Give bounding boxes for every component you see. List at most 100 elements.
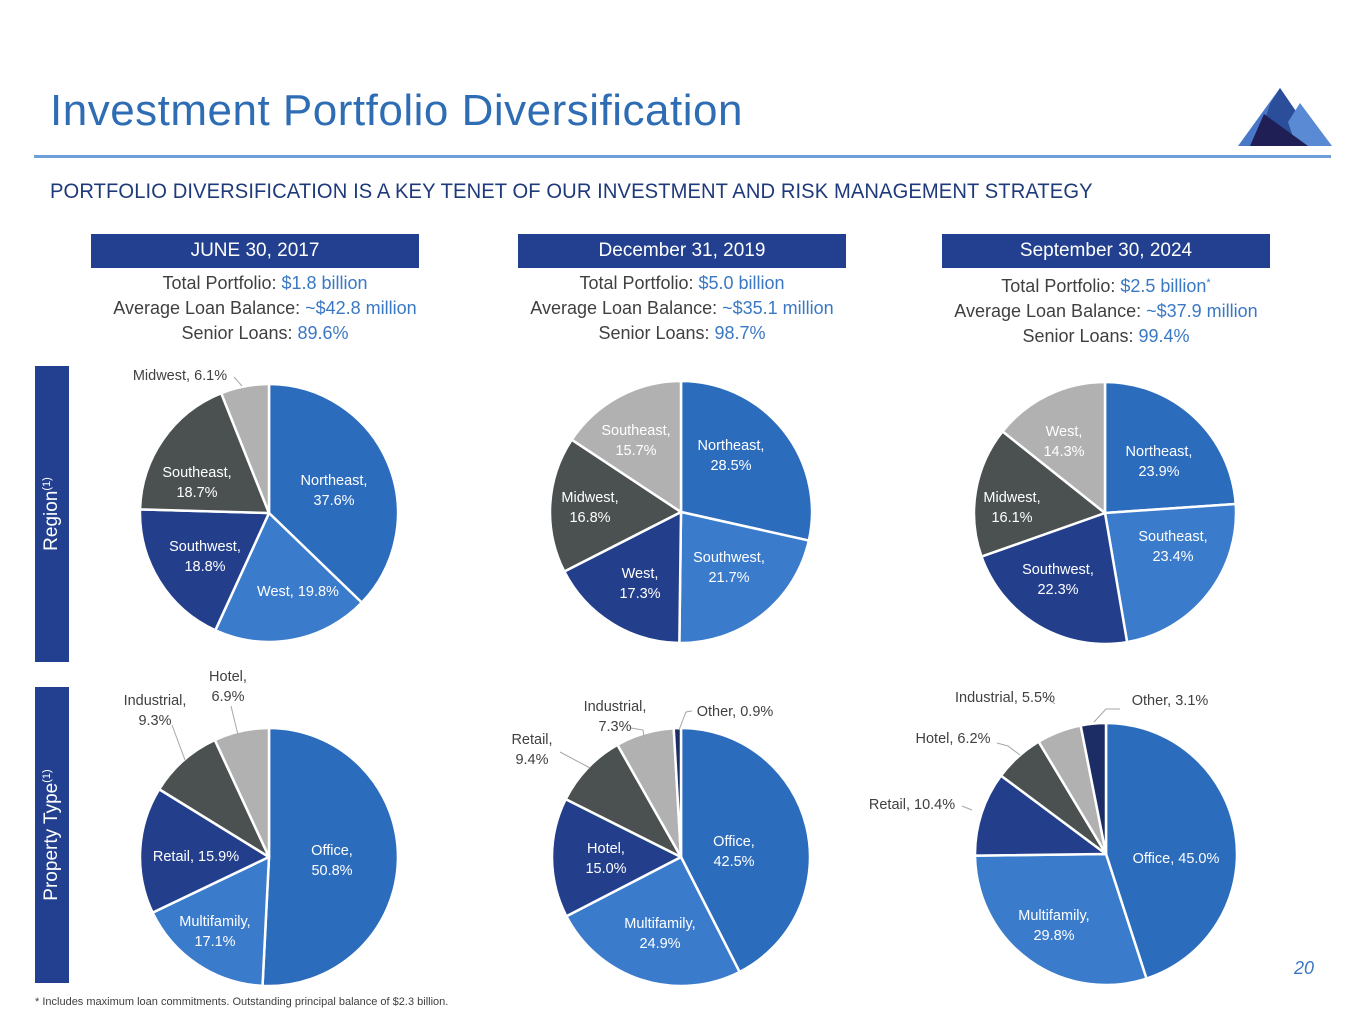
- pie-slice-northeast: [1103, 380, 1237, 515]
- slice-label-office: Office, 50.8%: [311, 843, 353, 879]
- leader-line-industrial: [630, 727, 645, 738]
- slice-label-office: Office, 42.5%: [713, 834, 755, 870]
- pie-slice-office: [1104, 721, 1239, 980]
- slice-label-southeast: Southeast, 23.4%: [1138, 529, 1207, 565]
- slide-title: Investment Portfolio Diversification: [50, 86, 743, 135]
- total-portfolio-value: $2.5 billion: [1120, 276, 1207, 296]
- slice-label-other: Other, 3.1%: [1132, 693, 1209, 709]
- total-portfolio-line: Total Portfolio: $2.5 billion*: [896, 271, 1316, 299]
- slice-label-northeast: Northeast, 28.5%: [698, 438, 765, 474]
- total-portfolio-line: Total Portfolio: $1.8 billion: [55, 271, 475, 296]
- slice-label-other: Other, 0.9%: [697, 704, 774, 720]
- leader-line-other: [678, 710, 693, 731]
- avg-loan-label: Average Loan Balance:: [954, 301, 1147, 321]
- total-portfolio-label: Total Portfolio:: [579, 273, 699, 293]
- slice-label-southeast: Southeast, 15.7%: [601, 423, 670, 459]
- slice-label-west: West, 14.3%: [1043, 424, 1084, 460]
- slide-subtitle: PORTFOLIO DIVERSIFICATION IS A KEY TENET…: [50, 180, 1093, 203]
- slice-label-west: West, 19.8%: [257, 584, 339, 600]
- pie-slice-west: [1001, 380, 1107, 515]
- column-header-2019: December 31, 2019: [518, 234, 846, 268]
- footnote-marker: *: [1206, 277, 1211, 289]
- avg-loan-line: Average Loan Balance: ~$42.8 million: [55, 296, 475, 321]
- senior-loans-value: 89.6%: [297, 323, 349, 343]
- total-portfolio-label: Total Portfolio:: [1001, 276, 1121, 296]
- pie-slice-midwest: [972, 430, 1107, 558]
- senior-loans-label: Senior Loans:: [598, 323, 715, 343]
- pie-slice-west: [563, 510, 683, 645]
- avg-loan-value: ~$42.8 million: [305, 298, 417, 318]
- total-portfolio-label: Total Portfolio:: [162, 273, 282, 293]
- portfolio-stats-2017: Total Portfolio: $1.8 billion Average Lo…: [55, 271, 475, 346]
- slice-label-multifamily: Multifamily, 24.9%: [624, 916, 695, 952]
- pie-slice-southwest: [678, 510, 811, 645]
- slice-label-southwest: Southwest, 22.3%: [1022, 562, 1094, 598]
- slice-label-southeast: Southeast, 18.7%: [162, 465, 231, 501]
- slice-label-northeast: Northeast, 37.6%: [301, 473, 368, 509]
- slice-label-midwest: Midwest, 16.1%: [983, 490, 1040, 526]
- pie-chart-3: Northeast, 23.9% Southeast, 23.4% Southwest,…: [972, 380, 1238, 646]
- avg-loan-label: Average Loan Balance:: [113, 298, 306, 318]
- slice-label-retail: Retail, 10.4%: [869, 797, 955, 813]
- pie-slice-retail: [564, 743, 683, 859]
- pie-chart-2: Northeast, 28.5% Southwest, 21.7% West, 17.3%…: [548, 379, 814, 645]
- avg-loan-line: Average Loan Balance: ~$37.9 million: [896, 299, 1316, 324]
- slice-label-midwest: Midwest, 6.1%: [133, 368, 227, 384]
- leader-line-retail: [961, 805, 973, 811]
- pie-slice-southwest: [138, 508, 271, 632]
- slice-label-southwest: Southwest, 21.7%: [693, 550, 765, 586]
- pie-slice-northeast: [679, 379, 814, 542]
- leader-line-other: [1093, 708, 1120, 723]
- pie-slice-southeast: [138, 391, 271, 515]
- senior-loans-label: Senior Loans:: [1022, 326, 1139, 346]
- leader-line-hotel: [230, 705, 239, 736]
- title-divider: [34, 155, 1331, 158]
- pie-chart-4: Office, 50.8% Multifamily, 17.1% Retail, 15.…: [124, 669, 400, 988]
- pie-chart-5: Office, 42.5% Multifamily, 24.9% Hotel, 15.0%…: [511, 699, 812, 988]
- avg-loan-label: Average Loan Balance:: [530, 298, 723, 318]
- slice-label-industrial: Industrial, 9.3%: [124, 693, 187, 729]
- slice-label-southwest: Southwest, 18.8%: [169, 539, 241, 575]
- pie-slice-office: [261, 726, 400, 988]
- senior-loans-line: Senior Loans: 99.4%: [896, 324, 1316, 349]
- portfolio-stats-2019: Total Portfolio: $5.0 billion Average Lo…: [472, 271, 892, 346]
- pie-slice-hotel: [550, 797, 683, 918]
- pie-slice-northeast: [267, 382, 400, 604]
- pie-slice-other: [672, 726, 683, 859]
- slice-label-west: West, 17.3%: [619, 566, 660, 602]
- region-row-bar: [35, 366, 69, 662]
- footnote: * Includes maximum loan commitments. Out…: [35, 996, 449, 1008]
- leader-line-industrial: [1044, 696, 1056, 705]
- page-number: 20: [1294, 958, 1315, 978]
- total-portfolio-value: $5.0 billion: [698, 273, 785, 293]
- mountain-logo-icon: [1238, 88, 1332, 146]
- slice-label-hotel: Hotel, 6.2%: [916, 731, 991, 747]
- leader-line-midwest: [233, 376, 243, 387]
- pie-slice-southwest: [980, 511, 1129, 646]
- pie-slice-hotel: [213, 726, 271, 859]
- pie-slice-west: [214, 511, 364, 644]
- senior-loans-line: Senior Loans: 89.6%: [55, 321, 475, 346]
- pie-slice-midwest: [219, 382, 271, 515]
- slice-label-retail: Retail, 15.9%: [153, 849, 239, 865]
- pie-slice-multifamily: [973, 852, 1148, 987]
- leader-line-retail: [559, 751, 591, 769]
- pie-slice-retail: [138, 788, 271, 914]
- pie-slice-multifamily: [151, 855, 271, 988]
- slice-label-office: Office, 45.0%: [1133, 851, 1220, 867]
- senior-loans-value: 99.4%: [1138, 326, 1190, 346]
- slice-label-industrial: Industrial, 5.5%: [955, 690, 1055, 706]
- slice-label-multifamily: Multifamily, 17.1%: [179, 914, 250, 950]
- leader-line-hotel: [996, 742, 1021, 756]
- column-header-2024: September 30, 2024: [942, 234, 1270, 268]
- pie-slice-retail: [973, 774, 1108, 857]
- slice-label-retail: Retail, 9.4%: [511, 732, 552, 768]
- pie-slice-multifamily: [565, 855, 741, 988]
- senior-loans-label: Senior Loans:: [181, 323, 298, 343]
- portfolio-stats-2024: Total Portfolio: $2.5 billion* Average L…: [896, 271, 1316, 349]
- avg-loan-value: ~$37.9 million: [1146, 301, 1258, 321]
- pie-chart-6: Office, 45.0% Multifamily, 29.8% Retail, 10…: [869, 690, 1239, 987]
- pie-slice-other: [1079, 721, 1108, 856]
- property-type-row-bar: [35, 687, 69, 983]
